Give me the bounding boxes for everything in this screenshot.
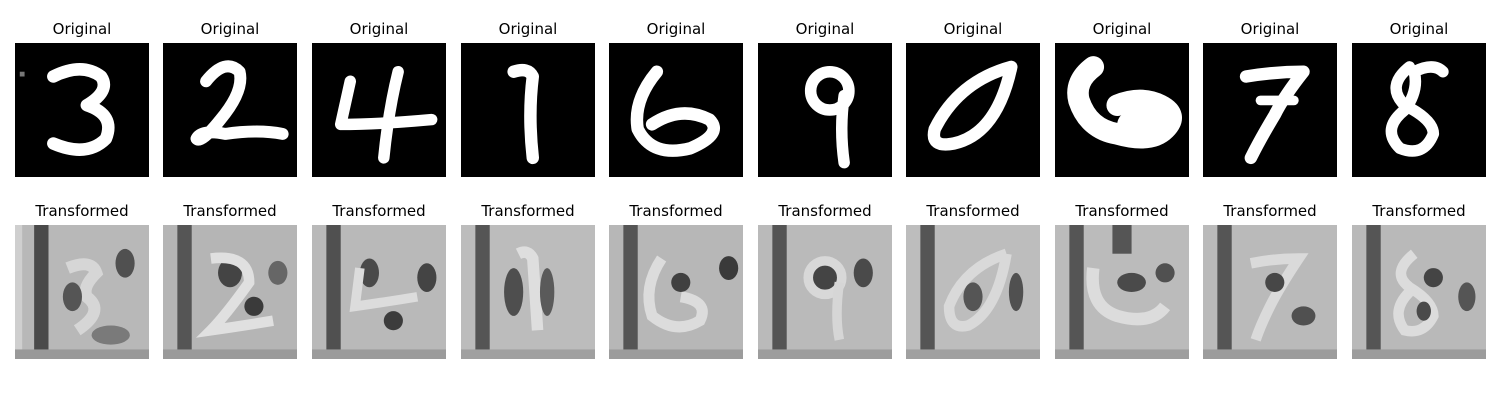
transformed-image <box>461 225 595 359</box>
panel-title: Transformed <box>1372 202 1466 220</box>
panel-title: Original <box>943 20 1003 38</box>
transformed-image <box>609 225 743 359</box>
original-digit-image <box>758 43 892 177</box>
original-digit-image <box>1352 43 1486 177</box>
transformed-image <box>15 225 149 359</box>
original-digit-image <box>906 43 1040 177</box>
original-digit-image <box>1055 43 1189 177</box>
panel-title: Original <box>646 20 706 38</box>
original-digit-image <box>312 43 446 177</box>
panel-title: Original <box>52 20 112 38</box>
original-digit-image <box>609 43 743 177</box>
panel-title: Transformed <box>332 202 426 220</box>
transformed-image <box>163 225 297 359</box>
panel-title: Original <box>795 20 855 38</box>
transformed-image <box>758 225 892 359</box>
transformed-image <box>1352 225 1486 359</box>
panel-title: Transformed <box>481 202 575 220</box>
transformed-image <box>312 225 446 359</box>
transformed-image <box>906 225 1040 359</box>
panel-title: Transformed <box>35 202 129 220</box>
panel-title: Transformed <box>926 202 1020 220</box>
original-digit-image <box>1203 43 1337 177</box>
panel-title: Original <box>1389 20 1449 38</box>
panel-title: Transformed <box>1223 202 1317 220</box>
transformed-image <box>1203 225 1337 359</box>
original-digit-image <box>461 43 595 177</box>
panel-title: Original <box>498 20 558 38</box>
transformed-image <box>1055 225 1189 359</box>
panel-title: Transformed <box>183 202 277 220</box>
panel-title: Transformed <box>778 202 872 220</box>
panel-title: Original <box>200 20 260 38</box>
original-digit-image <box>15 43 149 177</box>
original-digit-image <box>163 43 297 177</box>
panel-title: Transformed <box>1075 202 1169 220</box>
panel-title: Original <box>349 20 409 38</box>
panel-title: Original <box>1240 20 1300 38</box>
panel-title: Transformed <box>629 202 723 220</box>
panel-title: Original <box>1092 20 1152 38</box>
